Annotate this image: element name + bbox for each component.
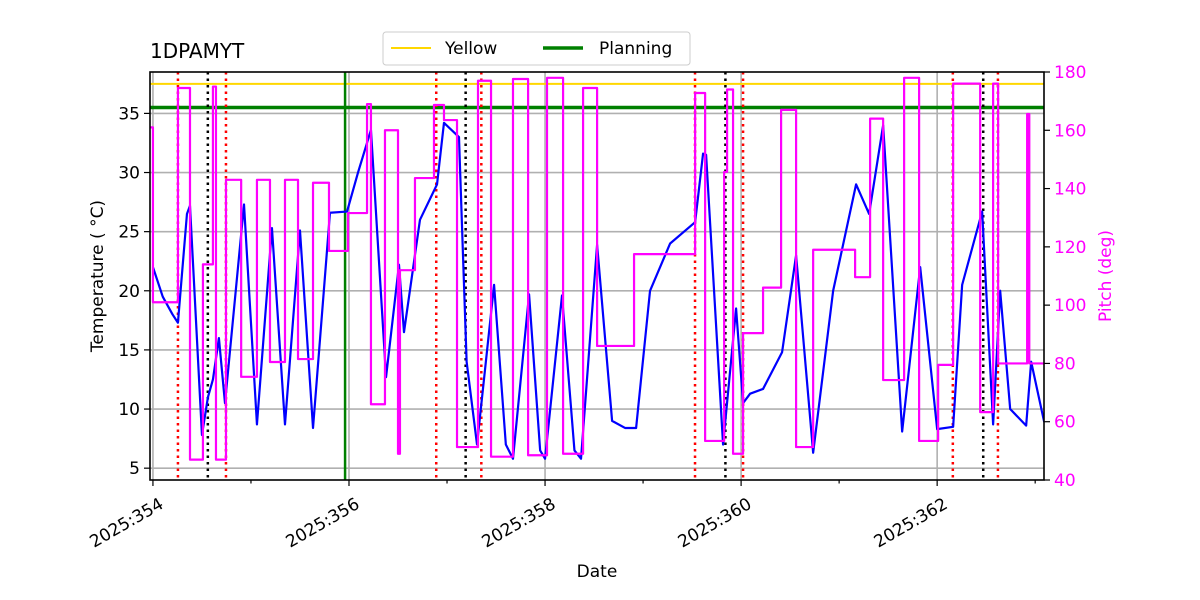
- y2-tick-label: 120: [1054, 238, 1086, 258]
- y-tick-label: 35: [118, 104, 140, 124]
- plot-inner: [150, 72, 1044, 480]
- x-tick-label: 2025:360: [675, 494, 756, 552]
- legend: Yellow Planning: [382, 31, 691, 66]
- y2-tick-label: 60: [1054, 413, 1076, 433]
- x-tick-label: 2025:356: [283, 494, 364, 552]
- legend-label-yellow: Yellow: [444, 39, 497, 59]
- x-axis-label: Date: [577, 562, 618, 582]
- x-tick-label: 2025:354: [87, 494, 168, 552]
- y2-axis-label: Pitch (deg): [1096, 230, 1116, 322]
- series-temperature: [151, 121, 1044, 460]
- x-tick-label: 2025:358: [479, 494, 560, 552]
- y2-tick-label: 100: [1054, 296, 1086, 316]
- y-tick-label: 15: [118, 341, 140, 361]
- y2-tick-label: 140: [1054, 180, 1086, 200]
- y-tick-label: 10: [118, 400, 140, 420]
- y-tick-label: 30: [118, 164, 140, 184]
- y2-tick-label: 180: [1054, 63, 1086, 83]
- legend-label-planning: Planning: [599, 39, 672, 59]
- y2-tick-label: 40: [1054, 471, 1076, 491]
- y-tick-label: 5: [129, 459, 140, 479]
- y-axis-label: Temperature ( °C): [88, 200, 108, 353]
- series-pitch: [150, 76, 1044, 461]
- y2-tick-label: 80: [1054, 354, 1076, 374]
- y-tick-label: 25: [118, 223, 140, 243]
- axes-frame: [149, 71, 1045, 481]
- y-tick-label: 20: [118, 282, 140, 302]
- chart-title: 1DPAMYT: [150, 39, 245, 63]
- x-tick-label: 2025:362: [871, 494, 952, 552]
- y2-tick-label: 160: [1054, 121, 1086, 141]
- plot-area: 5 10 15 20 25 30 35 40 60 80 100 120 140 160 180 2025:3…: [87, 63, 1087, 552]
